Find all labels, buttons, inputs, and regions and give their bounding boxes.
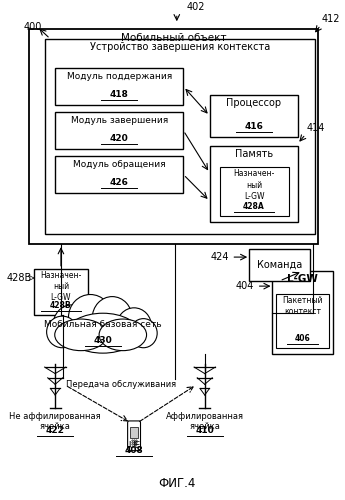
Text: 420: 420 [110, 134, 129, 143]
FancyBboxPatch shape [55, 112, 184, 149]
Ellipse shape [67, 313, 139, 353]
FancyBboxPatch shape [249, 249, 310, 281]
Text: 412: 412 [322, 14, 340, 24]
Text: 428B: 428B [50, 302, 72, 310]
Text: Модуль обращения: Модуль обращения [73, 160, 166, 169]
Ellipse shape [53, 305, 90, 346]
Text: Назначен-
ный
L-GW: Назначен- ный L-GW [233, 170, 275, 200]
FancyBboxPatch shape [45, 39, 315, 234]
FancyBboxPatch shape [29, 29, 318, 244]
Ellipse shape [55, 319, 107, 350]
Text: 408: 408 [125, 446, 144, 454]
Ellipse shape [47, 316, 78, 348]
Text: Модуль поддержания: Модуль поддержания [67, 72, 172, 81]
Text: 428B: 428B [7, 273, 32, 283]
Ellipse shape [69, 294, 112, 340]
Text: Аффилированная
ячейка: Аффилированная ячейка [166, 412, 244, 431]
Text: 400: 400 [24, 22, 42, 32]
Text: Модуль завершения: Модуль завершения [71, 116, 168, 125]
FancyBboxPatch shape [128, 421, 140, 450]
FancyBboxPatch shape [210, 146, 298, 222]
Text: Процессор: Процессор [226, 98, 282, 108]
Text: Не аффилированная
ячейка: Не аффилированная ячейка [9, 412, 101, 431]
FancyBboxPatch shape [55, 68, 184, 105]
FancyBboxPatch shape [219, 168, 288, 216]
Text: ФИГ.4: ФИГ.4 [158, 477, 196, 490]
Text: 430: 430 [93, 336, 112, 344]
Text: 406: 406 [295, 334, 310, 342]
Text: 424: 424 [210, 252, 229, 262]
Text: Команда: Команда [257, 260, 302, 270]
Text: 402: 402 [187, 2, 205, 12]
Text: Мобильная базовая сеть: Мобильная базовая сеть [44, 320, 162, 330]
Text: Назначен-
ный
L-GW: Назначен- ный L-GW [40, 270, 82, 302]
FancyBboxPatch shape [130, 427, 138, 438]
Ellipse shape [99, 319, 147, 350]
Text: 422: 422 [46, 426, 65, 434]
Ellipse shape [92, 296, 132, 340]
Ellipse shape [130, 318, 157, 348]
FancyBboxPatch shape [272, 271, 333, 354]
FancyBboxPatch shape [55, 156, 184, 193]
FancyBboxPatch shape [34, 268, 88, 315]
Text: 416: 416 [245, 122, 264, 131]
Text: L-GW: L-GW [287, 274, 318, 284]
Text: Передача обслуживания: Передача обслуживания [66, 380, 176, 388]
Text: 414: 414 [306, 123, 325, 133]
Text: 404: 404 [236, 281, 254, 291]
Text: 428A: 428A [243, 202, 265, 211]
Text: Память: Память [235, 150, 273, 160]
FancyBboxPatch shape [276, 294, 329, 348]
Text: Пакетный
контекст: Пакетный контекст [282, 296, 323, 316]
Text: 426: 426 [110, 178, 129, 187]
Text: 418: 418 [110, 90, 129, 99]
Text: Мобильный объект: Мобильный объект [121, 33, 226, 43]
Text: Устройство завершения контекста: Устройство завершения контекста [90, 42, 270, 52]
Text: UE: UE [128, 440, 140, 450]
Text: 410: 410 [195, 426, 214, 434]
FancyBboxPatch shape [210, 95, 298, 136]
Ellipse shape [117, 308, 151, 345]
